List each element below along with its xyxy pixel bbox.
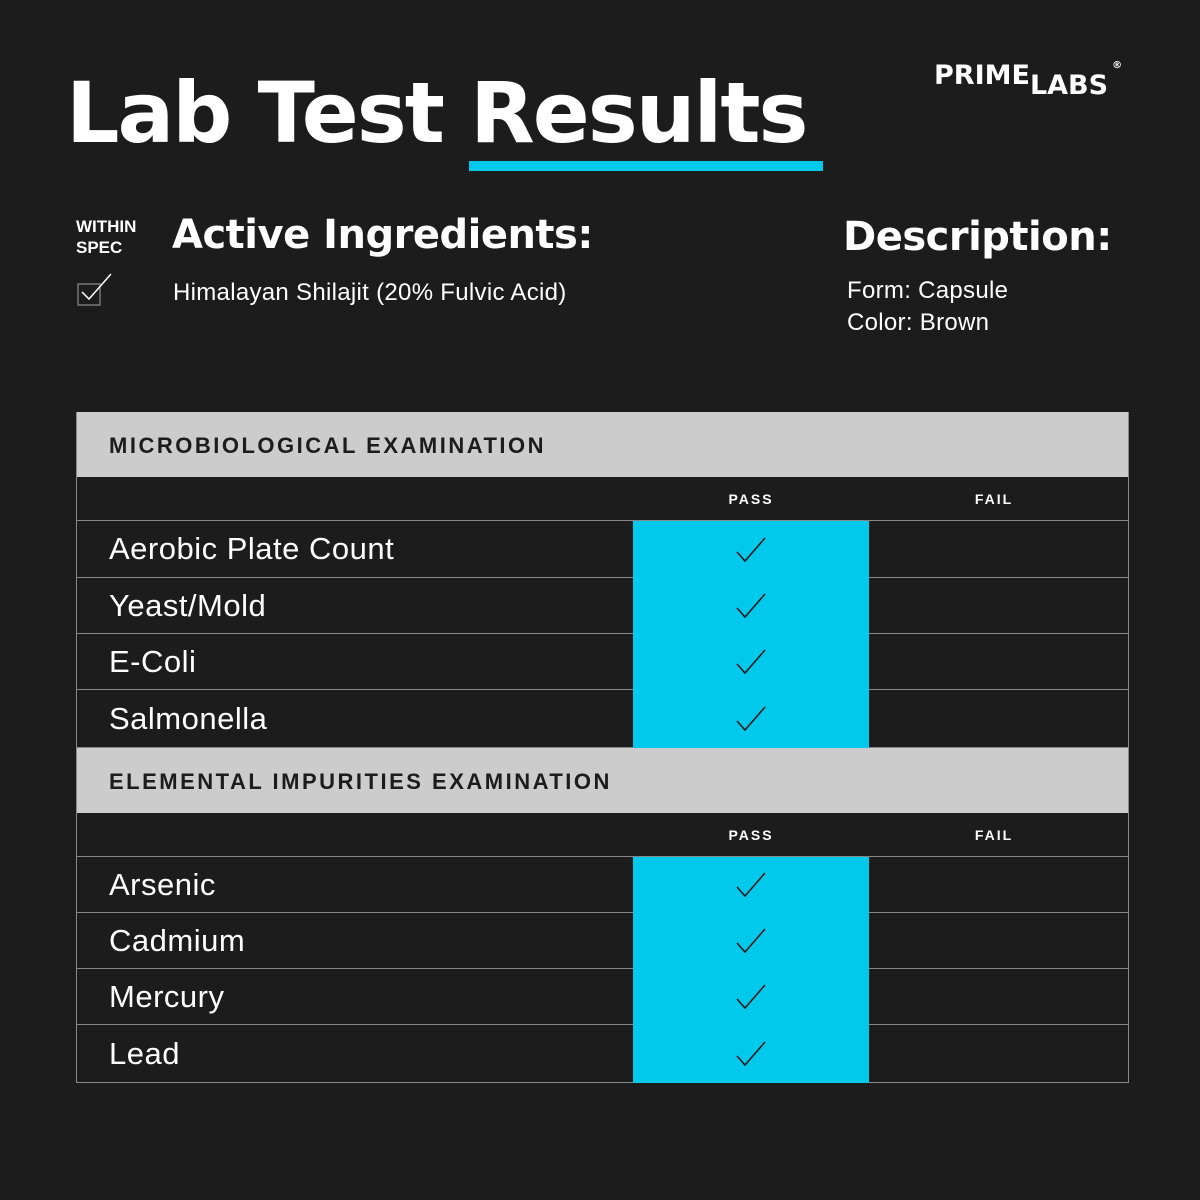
pass-cell: [633, 913, 869, 969]
pass-cell: [633, 1025, 869, 1083]
results-table: MICROBIOLOGICAL EXAMINATION PASS FAIL Aero…: [76, 412, 1129, 748]
check-icon: [736, 872, 766, 898]
table-row: E-Coli: [77, 634, 1128, 690]
column-header-row: PASS FAIL: [77, 477, 1128, 521]
pass-cell: [633, 969, 869, 1025]
active-ingredients-text: Himalayan Shilajit (20% Fulvic Acid): [173, 279, 567, 306]
column-header-row: PASS FAIL: [77, 813, 1128, 857]
description-title: Description:: [843, 214, 1112, 260]
test-name: Aerobic Plate Count: [109, 531, 395, 566]
table-row: Mercury: [77, 969, 1128, 1025]
test-name: Lead: [109, 1035, 180, 1071]
section-header: ELEMENTAL IMPURITIES EXAMINATION: [77, 748, 1128, 813]
test-name: Arsenic: [109, 866, 216, 902]
logo-labs: LABS: [1029, 70, 1109, 101]
spec-line2: SPEC: [76, 238, 123, 257]
table-row: Lead: [77, 1025, 1128, 1083]
description-color: Color: Brown: [847, 309, 990, 336]
pass-column-label: PASS: [728, 491, 774, 507]
test-name: E-Coli: [109, 643, 197, 679]
check-icon: [736, 1041, 766, 1067]
check-icon: [736, 593, 766, 619]
pass-cell: [633, 634, 869, 690]
checked-checkbox-icon: [77, 273, 112, 306]
description-details: Form: Capsule Color: Brown: [847, 275, 1008, 339]
table-row: Salmonella: [77, 690, 1128, 748]
fail-column-label: FAIL: [974, 491, 1014, 507]
test-name: Salmonella: [109, 700, 268, 736]
logo-prime: PRIME: [934, 60, 1030, 91]
active-ingredients-title: Active Ingredients:: [172, 212, 593, 258]
check-icon: [736, 928, 766, 954]
spec-line1: WITHIN: [76, 217, 137, 236]
test-name: Yeast/Mold: [109, 587, 267, 623]
check-icon: [736, 536, 766, 562]
section-header: MICROBIOLOGICAL EXAMINATION: [77, 412, 1128, 477]
results-table: ELEMENTAL IMPURITIES EXAMINATION PASS FAI…: [76, 748, 1129, 1083]
within-spec-label: WITHIN SPEC: [76, 216, 136, 258]
description-form: Form: Capsule: [847, 277, 1009, 304]
table-row: Aerobic Plate Count: [77, 521, 1128, 578]
check-icon: [736, 706, 766, 732]
pass-column-label: PASS: [728, 827, 774, 843]
pass-cell: [633, 578, 869, 634]
check-icon: [736, 649, 766, 675]
pass-cell: [633, 521, 869, 578]
pass-cell: [633, 690, 869, 748]
test-name: Mercury: [109, 978, 225, 1014]
pass-cell: [633, 857, 869, 913]
page-title: Lab Test Results: [66, 64, 808, 162]
check-icon: [736, 984, 766, 1010]
test-name: Cadmium: [109, 922, 246, 958]
registered-mark: ®: [1112, 60, 1123, 71]
table-row: Yeast/Mold: [77, 578, 1128, 634]
prime-labs-logo: PRIMELABS®: [934, 60, 1122, 101]
table-row: Arsenic: [77, 857, 1128, 913]
table-row: Cadmium: [77, 913, 1128, 969]
title-underline: [469, 161, 823, 171]
fail-column-label: FAIL: [974, 827, 1014, 843]
